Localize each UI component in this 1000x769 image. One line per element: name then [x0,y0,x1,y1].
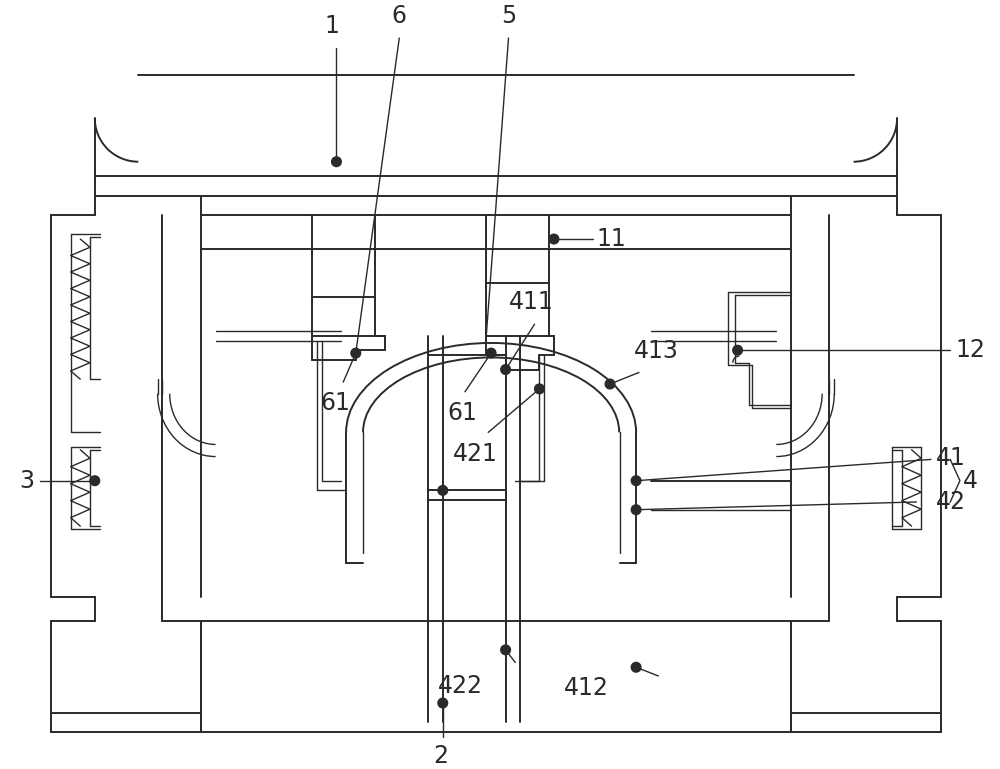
Text: 5: 5 [501,5,516,28]
Text: 421: 421 [452,442,497,466]
Text: 6: 6 [392,5,407,28]
Text: 412: 412 [564,676,608,700]
Text: 411: 411 [509,291,554,315]
Circle shape [438,698,448,707]
Text: 2: 2 [433,744,448,767]
Circle shape [535,384,544,394]
Circle shape [90,476,100,485]
Text: 11: 11 [596,227,626,251]
Circle shape [332,157,341,167]
Text: 42: 42 [936,490,966,514]
Circle shape [549,235,559,244]
Circle shape [438,485,448,495]
Circle shape [733,345,742,355]
Text: 3: 3 [19,468,34,493]
Text: 422: 422 [438,674,483,698]
Circle shape [631,476,641,485]
Text: 1: 1 [324,14,339,38]
Circle shape [631,662,641,672]
Circle shape [501,365,510,375]
Circle shape [631,505,641,514]
Text: 61: 61 [448,401,477,425]
Circle shape [486,348,496,358]
Text: 41: 41 [936,445,966,470]
Circle shape [501,645,510,654]
Circle shape [605,379,615,389]
Circle shape [351,348,361,358]
Text: 4: 4 [963,468,978,493]
Text: 413: 413 [634,339,679,363]
Text: 61: 61 [320,391,350,414]
Text: 12: 12 [955,338,985,362]
